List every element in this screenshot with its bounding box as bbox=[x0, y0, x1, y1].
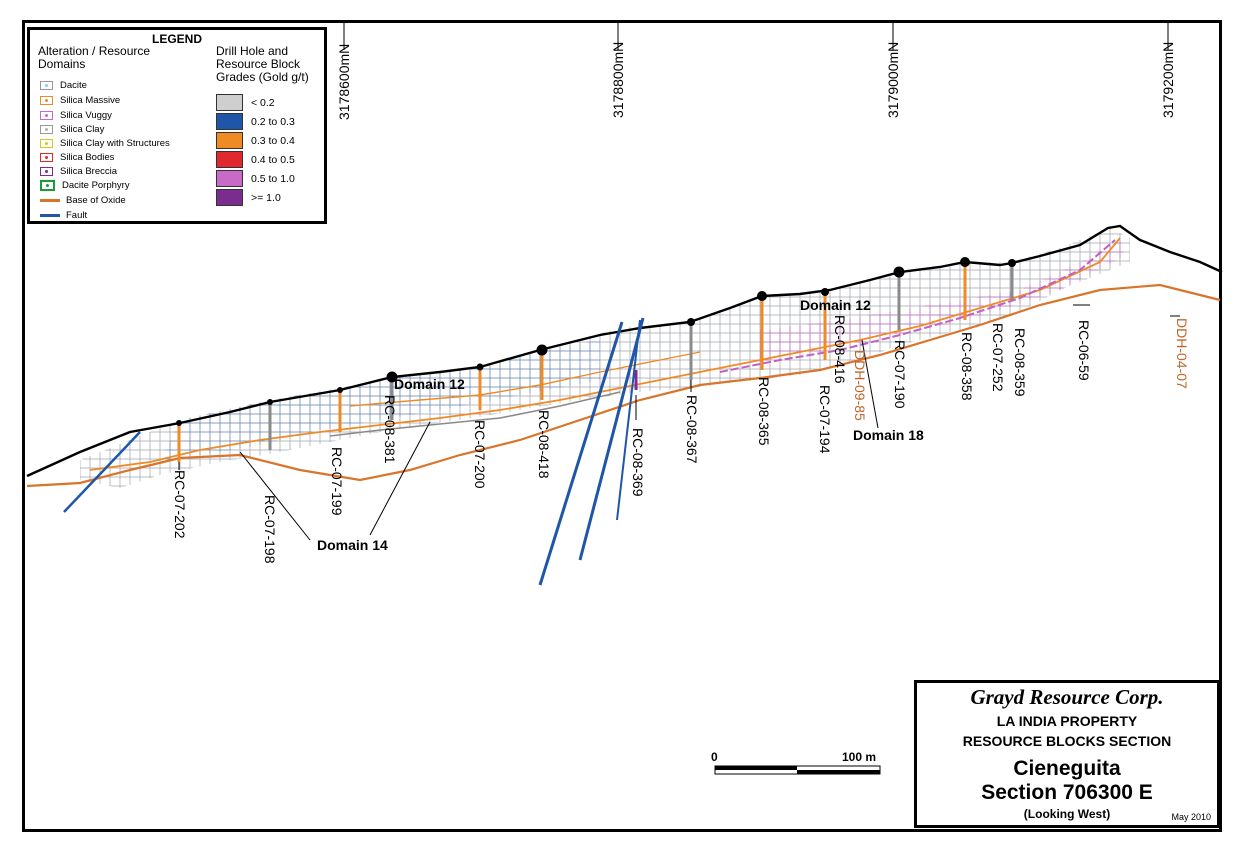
grade-swatch-icon bbox=[216, 151, 243, 168]
legend-grade-5: 0.5 to 1.0 bbox=[216, 170, 295, 187]
legend-item-base-of-oxide: Base of Oxide bbox=[40, 193, 126, 207]
drill-hole-label: RC-08-418 bbox=[536, 410, 552, 479]
topography-line bbox=[26, 224, 1223, 478]
drill-hole-label: RC-08-359 bbox=[1012, 328, 1028, 397]
drill-hole-traces bbox=[177, 262, 1014, 462]
domain-leaders bbox=[239, 339, 879, 541]
drill-hole-label: RC-07-194 bbox=[817, 385, 833, 454]
grade-heading: Drill Hole and Resource Block Grades (Go… bbox=[216, 44, 309, 84]
scale-zero-label: 0 bbox=[711, 750, 718, 764]
legend-item-silica-bodies: Silica Bodies bbox=[40, 150, 114, 164]
fault-4 bbox=[616, 319, 641, 521]
domain-label: Domain 12 bbox=[800, 297, 871, 313]
drill-hole-label: RC-08-381 bbox=[382, 395, 398, 464]
alteration-heading: Alteration / Resource Domains bbox=[38, 44, 151, 71]
drill-hole-label: DDH-04-07 bbox=[1174, 318, 1190, 389]
hole-leaders bbox=[178, 304, 1180, 470]
domain-label: Domain 12 bbox=[394, 376, 465, 392]
grade-swatch-icon bbox=[216, 189, 243, 206]
base-of-oxide-line bbox=[26, 283, 1221, 488]
northing-label: 3178800mN bbox=[610, 41, 626, 118]
legend-title: LEGEND bbox=[151, 32, 202, 46]
legend-item-silica-breccia: Silica Breccia bbox=[40, 164, 117, 178]
swatch-icon bbox=[40, 110, 53, 120]
legend-item-fault: Fault bbox=[40, 208, 87, 222]
drill-hole-label: RC-07-198 bbox=[262, 495, 278, 564]
northing-label: 3179200mN bbox=[1160, 41, 1176, 118]
date-label: May 2010 bbox=[1171, 812, 1211, 822]
legend-item-silica-clay: Silica Clay bbox=[40, 122, 104, 136]
legend-item-dacite-porphyry: Dacite Porphyry bbox=[40, 178, 130, 192]
drill-hole-label: RC-07-252 bbox=[990, 323, 1006, 392]
swatch-icon bbox=[40, 179, 55, 191]
view-direction: (Looking West) bbox=[1023, 807, 1111, 821]
swatch-icon bbox=[40, 166, 53, 176]
drill-hole-label: DDH-09-85 bbox=[852, 350, 868, 421]
legend: LEGEND Alteration / Resource Domains Dri… bbox=[27, 27, 327, 224]
legend-item-silica-clay-structures: Silica Clay with Structures bbox=[40, 136, 170, 150]
domain-boundary-orange-2 bbox=[349, 351, 701, 407]
scale-length-label: 100 m bbox=[842, 750, 877, 764]
swatch-icon bbox=[40, 124, 53, 134]
grade-swatch-icon bbox=[216, 94, 243, 111]
drill-hole-label: RC-06-59 bbox=[1076, 320, 1092, 381]
grade-swatch-icon bbox=[216, 170, 243, 187]
company-name: Grayd Resource Corp. bbox=[970, 685, 1164, 709]
scale-bar bbox=[714, 765, 881, 775]
legend-item-silica-massive: Silica Massive bbox=[40, 93, 120, 107]
legend-grade-2: 0.2 to 0.3 bbox=[216, 113, 295, 130]
swatch-icon bbox=[40, 95, 53, 105]
fault-1 bbox=[63, 431, 141, 513]
swatch-icon bbox=[40, 80, 53, 90]
drill-collars bbox=[176, 257, 1016, 426]
swatch-icon bbox=[40, 138, 53, 148]
legend-item-silica-vuggy: Silica Vuggy bbox=[40, 108, 112, 122]
drill-hole-label: RC-07-202 bbox=[172, 470, 188, 539]
drill-hole-label: RC-07-190 bbox=[892, 340, 908, 409]
title-block: Grayd Resource Corp. LA INDIA PROPERTY R… bbox=[914, 680, 1220, 828]
domain-boundary-orange-1 bbox=[89, 237, 1121, 471]
property-name: LA INDIA PROPERTY bbox=[996, 713, 1138, 729]
area-name: Cieneguita bbox=[1013, 757, 1121, 780]
drill-hole-label: RC-07-199 bbox=[329, 447, 345, 516]
line-swatch-icon bbox=[40, 213, 60, 217]
grade-swatch-icon bbox=[216, 132, 243, 149]
northing-label: 3178600mN bbox=[336, 43, 352, 120]
domain-label: Domain 18 bbox=[853, 427, 924, 443]
fault-2 bbox=[538, 321, 624, 586]
section-type: RESOURCE BLOCKS SECTION bbox=[962, 733, 1172, 749]
legend-grade-3: 0.3 to 0.4 bbox=[216, 132, 295, 149]
drill-hole-label: RC-08-365 bbox=[756, 377, 772, 446]
legend-grade-4: 0.4 to 0.5 bbox=[216, 151, 295, 168]
line-swatch-icon bbox=[40, 198, 60, 202]
legend-grade-6: >= 1.0 bbox=[216, 189, 281, 206]
section-name: Section 706300 E bbox=[981, 781, 1153, 804]
drill-hole-label: RC-08-416 bbox=[832, 315, 848, 384]
legend-grade-1: < 0.2 bbox=[216, 94, 275, 111]
legend-item-dacite: Dacite bbox=[40, 78, 87, 92]
domain-boundary-purple bbox=[719, 239, 1116, 373]
fault-3 bbox=[578, 317, 645, 561]
drill-hole-label: RC-07-200 bbox=[472, 420, 488, 489]
domain-label: Domain 14 bbox=[317, 537, 388, 553]
drill-hole-label: RC-08-358 bbox=[959, 332, 975, 401]
drill-hole-label: RC-08-367 bbox=[684, 395, 700, 464]
grade-swatch-icon bbox=[216, 113, 243, 130]
swatch-icon bbox=[40, 152, 53, 162]
domain-boundary-grey bbox=[329, 391, 621, 437]
drill-hole-label: RC-08-369 bbox=[630, 428, 646, 497]
northing-label: 3179000mN bbox=[885, 41, 901, 118]
resource-blocks-purple bbox=[760, 240, 1125, 362]
